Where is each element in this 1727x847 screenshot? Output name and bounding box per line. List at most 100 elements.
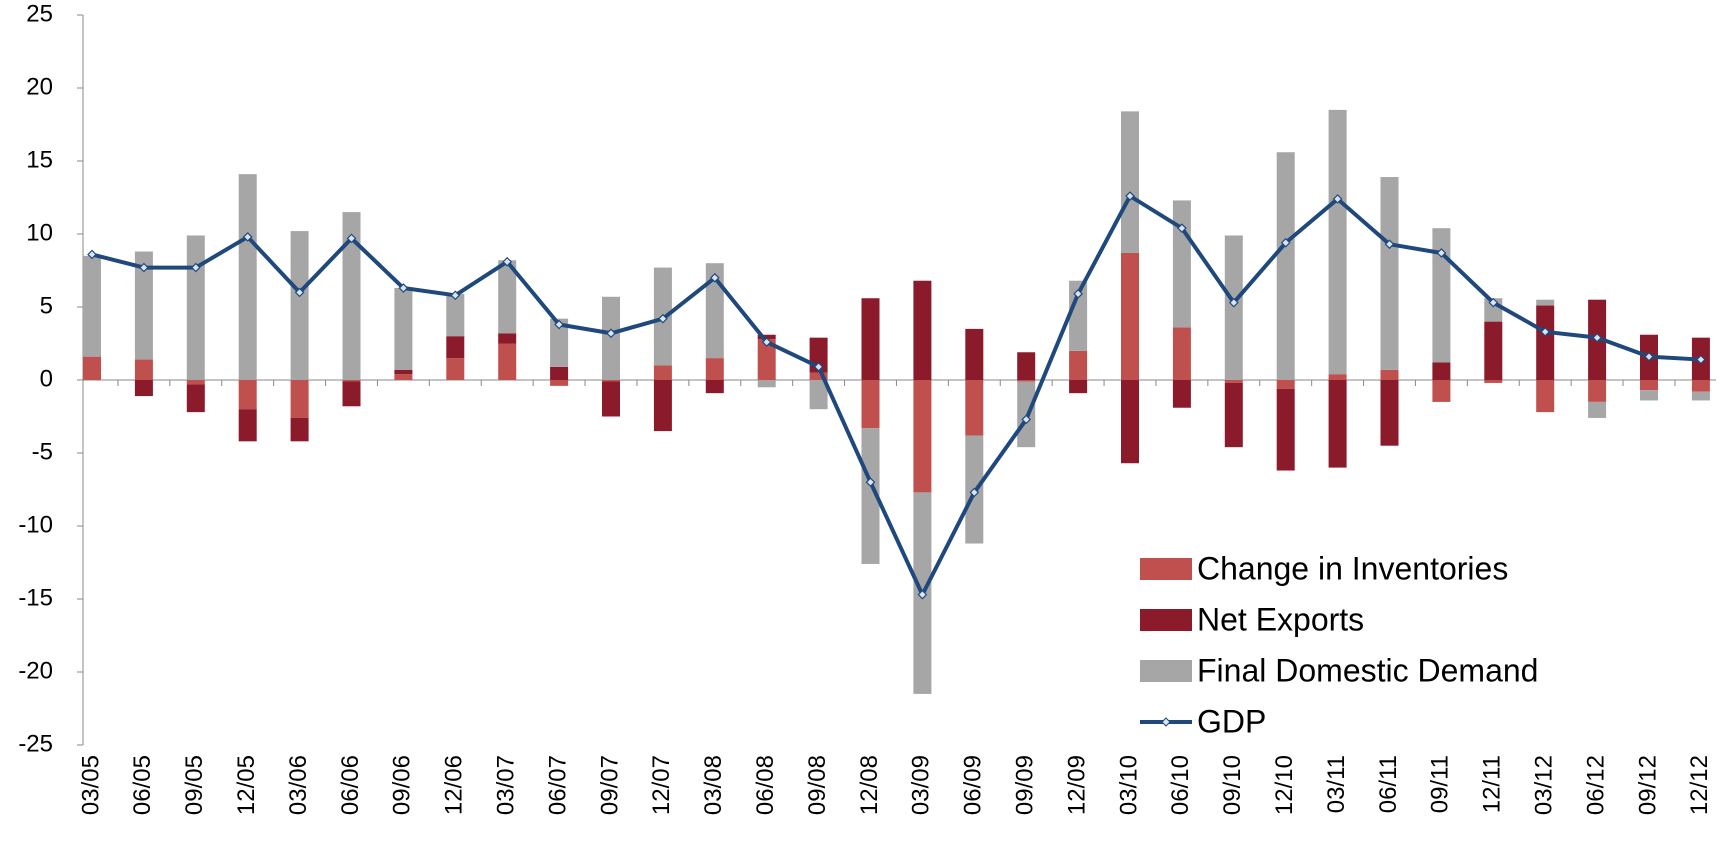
bar	[1691, 391, 1710, 401]
bar	[1172, 380, 1191, 408]
x-tick-label: 03/06	[285, 755, 312, 815]
bar	[1328, 109, 1347, 375]
bar	[550, 318, 569, 367]
legend-label: GDP	[1197, 703, 1266, 739]
line-marker	[87, 249, 97, 260]
bar	[1017, 352, 1036, 380]
line-marker	[761, 337, 772, 347]
bar	[550, 380, 569, 386]
bar	[1121, 111, 1139, 253]
bar	[1484, 380, 1503, 383]
x-tick-label: 09/09	[1012, 755, 1039, 815]
y-tick-label: 15	[26, 146, 53, 173]
x-tick-label: 03/11	[1323, 755, 1350, 813]
x-tick-label: 06/08	[752, 755, 779, 815]
line-marker	[1592, 332, 1602, 343]
x-tick-label: 03/09	[908, 755, 935, 815]
x-tick-label: 12/12	[1686, 755, 1713, 815]
x-tick-label: 12/11	[1479, 755, 1506, 813]
bar	[1172, 327, 1191, 380]
bar	[653, 380, 672, 432]
x-tick-label: 12/10	[1271, 755, 1298, 815]
line-marker	[709, 272, 720, 283]
bar	[965, 380, 984, 436]
bar	[757, 334, 776, 340]
bar	[913, 280, 932, 380]
line-marker	[1644, 351, 1654, 362]
y-tick-label: 5	[40, 292, 53, 319]
bar	[83, 356, 101, 380]
bar	[913, 380, 932, 493]
line-marker	[1436, 248, 1447, 258]
bar	[498, 343, 517, 380]
bar	[757, 380, 776, 388]
bar	[1017, 380, 1036, 382]
line-marker	[1696, 354, 1706, 365]
bar	[1380, 369, 1399, 380]
bar	[550, 366, 569, 380]
bar	[1484, 321, 1503, 380]
x-tick-label: 03/05	[77, 755, 104, 815]
bar	[1640, 390, 1658, 401]
bar	[446, 358, 465, 380]
x-tick-label: 09/05	[181, 755, 208, 815]
x-tick-label: 09/06	[389, 755, 416, 815]
line-marker	[865, 477, 876, 488]
bar	[186, 235, 205, 380]
y-tick-label: -10	[18, 511, 53, 538]
bar	[1069, 380, 1088, 394]
bar	[1432, 362, 1451, 380]
y-tick-label: -20	[18, 657, 53, 684]
bar	[1224, 382, 1243, 448]
bar	[602, 296, 620, 380]
bar	[1588, 380, 1607, 402]
line-marker	[658, 313, 668, 324]
bar	[290, 380, 309, 418]
bar	[705, 263, 724, 359]
x-tick-label: 06/05	[129, 755, 156, 815]
x-tick-label: 12/09	[1063, 755, 1090, 815]
legend-swatch	[1140, 609, 1192, 631]
x-tick-label: 09/11	[1427, 755, 1454, 813]
x-tick-label: 09/10	[1219, 755, 1246, 815]
bar	[238, 409, 257, 442]
x-tick-label: 06/06	[337, 755, 364, 815]
bar	[1224, 380, 1243, 383]
legend-label: Final Domestic Demand	[1197, 652, 1538, 688]
line-marker	[1384, 239, 1395, 250]
bar	[1588, 401, 1607, 418]
legend-label: Net Exports	[1197, 601, 1364, 637]
line-marker	[1332, 194, 1343, 204]
bar	[653, 365, 672, 380]
x-tick-label: 06/10	[1167, 755, 1194, 815]
bar	[705, 380, 724, 394]
x-tick-label: 09/07	[596, 755, 623, 815]
bar	[1121, 252, 1139, 380]
line-marker	[1488, 297, 1499, 308]
bar	[394, 374, 413, 380]
bar	[394, 288, 413, 370]
x-tick-label: 12/05	[233, 755, 260, 815]
line-marker	[450, 290, 461, 301]
bar	[394, 369, 413, 375]
x-tick-label: 12/06	[441, 755, 468, 815]
bar	[134, 380, 153, 397]
bar	[1691, 380, 1710, 392]
line-marker	[398, 283, 409, 293]
bar	[83, 255, 101, 357]
x-tick-label: 09/12	[1634, 755, 1661, 815]
bar	[134, 251, 153, 360]
line-marker	[502, 256, 513, 267]
x-tick-label: 03/07	[493, 755, 520, 815]
bar	[1432, 380, 1451, 402]
bar	[290, 417, 309, 442]
x-tick-label: 06/11	[1375, 755, 1402, 813]
bar	[757, 339, 776, 380]
line-marker	[1125, 191, 1135, 201]
y-tick-label: 20	[26, 73, 53, 100]
bar	[186, 384, 205, 413]
line-marker	[1073, 289, 1083, 299]
bar	[1069, 350, 1088, 380]
bar	[290, 231, 309, 380]
